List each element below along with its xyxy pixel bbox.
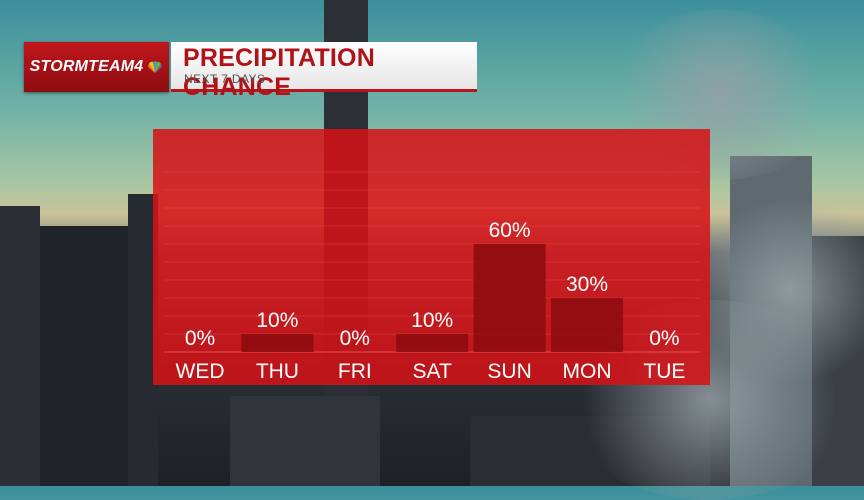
- value-label-mon: 30%: [566, 273, 608, 296]
- value-label-thu: 10%: [256, 309, 298, 332]
- precipitation-chart: 0% WED 10% THU 0% FRI 10% SAT 60% SUN 30% MON 0% TUE: [153, 129, 710, 385]
- peacock-icon: [148, 61, 163, 73]
- value-label-wed: 0%: [185, 327, 215, 350]
- value-label-fri: 0%: [340, 327, 370, 350]
- bar-sun: [473, 244, 546, 352]
- category-label-tue: TUE: [643, 360, 685, 383]
- category-label-wed: WED: [176, 360, 225, 383]
- logo-text: STORMTEAM4: [29, 58, 144, 75]
- value-label-tue: 0%: [649, 327, 679, 350]
- value-label-sun: 60%: [489, 219, 531, 242]
- bar-thu: [241, 334, 314, 352]
- value-label-sat: 10%: [411, 309, 453, 332]
- category-label-fri: FRI: [338, 360, 372, 383]
- category-label-sat: SAT: [413, 360, 452, 383]
- stormteam4-logo: STORMTEAM4: [24, 42, 169, 92]
- category-label-sun: SUN: [487, 360, 531, 383]
- bar-sat: [396, 334, 469, 352]
- title-panel: PRECIPITATION CHANCE NEXT 7 DAYS: [171, 42, 477, 101]
- category-label-mon: MON: [563, 360, 612, 383]
- chart-svg: 0% WED 10% THU 0% FRI 10% SAT 60% SUN 30% MON 0% TUE: [164, 171, 701, 383]
- chart-subtitle: NEXT 7 DAYS: [184, 72, 266, 86]
- bar-mon: [551, 298, 623, 352]
- category-label-thu: THU: [256, 360, 299, 383]
- chart-title: PRECIPITATION CHANCE: [183, 44, 375, 101]
